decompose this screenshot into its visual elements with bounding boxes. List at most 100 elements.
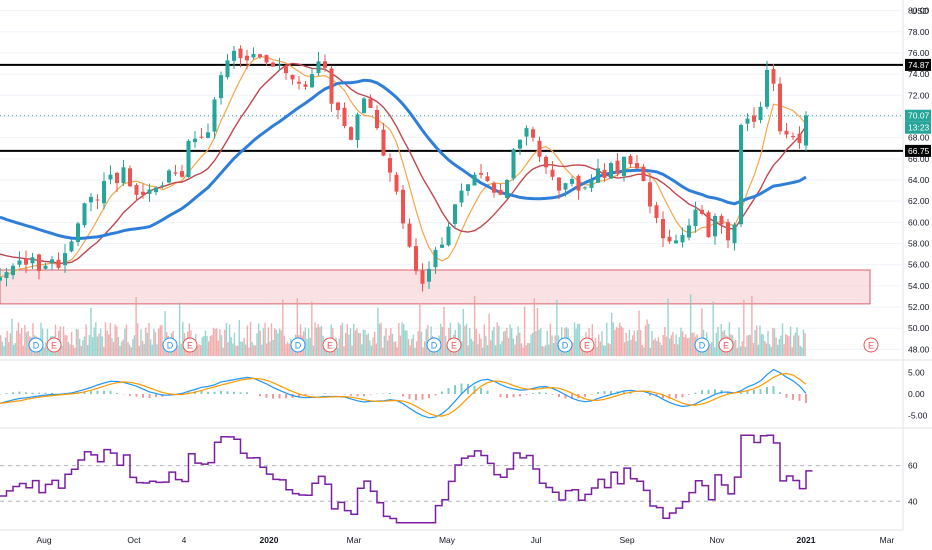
candle-43 <box>277 57 282 72</box>
volume-bar-157 <box>253 344 255 356</box>
macd-histogram-bar-44 <box>285 394 287 399</box>
candle-56 <box>362 97 366 114</box>
macd-histogram-bar-68 <box>441 391 443 394</box>
volume-bar-479 <box>772 327 774 356</box>
volume-bar-441 <box>710 342 713 356</box>
volume-bar-162 <box>261 344 263 356</box>
volume-bar-314 <box>506 327 508 356</box>
candle-60 <box>388 153 392 182</box>
volume-bar-54 <box>87 344 89 356</box>
candle-11 <box>69 238 74 253</box>
time-tick-label-0: Aug <box>36 535 51 545</box>
candle-28 <box>180 164 184 178</box>
volume-bar-286 <box>461 341 463 356</box>
candle-47 <box>303 81 308 90</box>
volume-bar-335 <box>540 328 542 356</box>
candle-49 <box>316 51 321 76</box>
volume-bar-177 <box>285 344 287 356</box>
volume-bar-469 <box>756 325 758 356</box>
volume-bar-135 <box>217 340 220 356</box>
volume-bar-217 <box>349 328 352 356</box>
macd-indicator <box>0 368 807 419</box>
volume-bar-386 <box>622 327 624 356</box>
volume-bar-429 <box>691 332 693 356</box>
macd-histogram-bar-84 <box>545 392 547 394</box>
candle-26 <box>167 168 171 184</box>
candle-69 <box>446 221 451 247</box>
volume-bar-11 <box>17 322 20 356</box>
macd-histogram-bar-87 <box>564 394 567 399</box>
candle-88 <box>570 176 574 187</box>
candle-109 <box>706 210 711 238</box>
volume-bar-233 <box>375 343 377 356</box>
volume-bar-317 <box>511 328 513 356</box>
candle-41 <box>264 54 269 66</box>
candle-body-105 <box>680 235 685 243</box>
volume-bar-44 <box>70 331 73 356</box>
volume-bar-62 <box>99 328 102 356</box>
volume-bar-141 <box>227 342 229 356</box>
volume-bar-197 <box>317 324 319 356</box>
volume-bar-409 <box>659 342 661 356</box>
currency-label: USD <box>911 6 929 16</box>
volume-bar-299 <box>481 347 484 356</box>
volume-bar-382 <box>615 326 618 356</box>
candle-90 <box>583 186 587 191</box>
volume-bar-328 <box>528 343 531 356</box>
volume-bar-84 <box>135 296 137 356</box>
macd-histogram-bar-114 <box>740 392 742 394</box>
candle-body-77 <box>498 189 503 195</box>
volume-bar-140 <box>225 322 228 356</box>
volume-bar-53 <box>85 324 87 356</box>
macd-histogram-bar-106 <box>688 394 690 395</box>
volume-bar-78 <box>125 324 128 356</box>
candle-body-32 <box>206 132 210 138</box>
volume-bar-464 <box>747 335 750 356</box>
volume-bar-487 <box>785 334 787 356</box>
macd-histogram-bar-91 <box>590 394 593 395</box>
volume-bar-88 <box>141 340 144 356</box>
candle-107 <box>693 201 698 233</box>
volume-bar-259 <box>417 330 419 356</box>
macd-histogram-bar-37 <box>239 392 242 394</box>
volume-bar-292 <box>470 338 473 356</box>
earnings-marker-11: E <box>718 337 734 353</box>
candle-body-50 <box>323 61 327 68</box>
candle-body-108 <box>700 209 704 214</box>
volume-bar-262 <box>422 347 424 356</box>
macd-histogram-bar-115 <box>746 390 749 394</box>
volume-bar-416 <box>670 335 672 356</box>
volume-bar-57 <box>91 337 94 356</box>
volume-bar-91 <box>146 332 149 356</box>
candle-body-117 <box>758 106 763 121</box>
volume-bar-302 <box>486 345 489 356</box>
macd-histogram-bar-16 <box>103 390 105 394</box>
volume-bar-353 <box>569 347 571 356</box>
volume-bar-174 <box>280 330 282 356</box>
macd-histogram-bar-100 <box>649 394 651 396</box>
volume-bar-89 <box>143 343 145 356</box>
candle-51 <box>329 65 334 112</box>
volume-bar-40 <box>64 335 66 356</box>
price-tick-label-4: 56.00 <box>908 260 930 270</box>
volume-bar-273 <box>440 323 442 356</box>
volume-bar-383 <box>617 328 619 356</box>
macd-histogram-bar-57 <box>369 394 372 395</box>
volume-bar-39 <box>62 326 65 356</box>
volume-bar-389 <box>627 340 629 356</box>
candle-body-43 <box>277 64 282 66</box>
time-tick-label-3: 2020 <box>260 535 279 545</box>
candle-113 <box>732 222 737 251</box>
volume-bar-498 <box>802 329 805 356</box>
macd-histogram-bar-71 <box>460 383 463 394</box>
candle-124 <box>804 111 808 152</box>
volume-bar-271 <box>436 347 439 356</box>
macd-histogram-bar-80 <box>519 394 521 397</box>
volume-bar-238 <box>383 335 386 356</box>
marker-circle-8 <box>557 337 573 353</box>
volume-bar-234 <box>377 307 379 356</box>
volume-bar-316 <box>509 324 511 356</box>
time-tick-label-9: 2021 <box>797 535 816 545</box>
volume-bar-377 <box>607 343 610 356</box>
